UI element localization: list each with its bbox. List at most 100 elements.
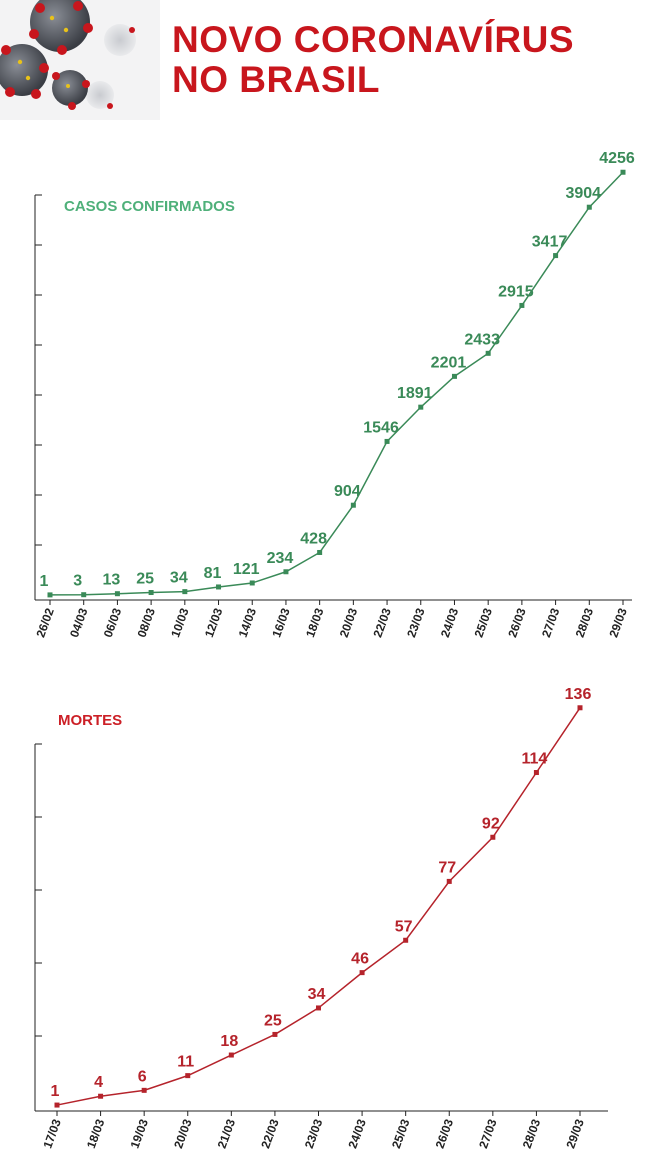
data-point	[418, 404, 424, 410]
x-tick-label: 25/03	[472, 606, 496, 639]
x-tick-label: 24/03	[345, 1117, 369, 1150]
x-tick-label: 24/03	[438, 606, 462, 639]
data-label: 34	[308, 986, 326, 1003]
data-label: 13	[103, 572, 121, 589]
x-tick-label: 27/03	[476, 1117, 500, 1150]
x-tick-label: 17/03	[40, 1117, 64, 1150]
data-point	[384, 438, 390, 444]
data-point	[47, 592, 53, 598]
data-point	[283, 569, 289, 575]
data-point	[249, 580, 255, 586]
data-label: 1546	[363, 419, 399, 436]
data-label: 1891	[397, 385, 433, 402]
data-label: 428	[300, 530, 327, 547]
x-tick-label: 28/03	[573, 606, 597, 639]
data-point	[98, 1093, 104, 1099]
data-point	[272, 1031, 278, 1037]
chart-title: CASOS CONFIRMADOS	[64, 198, 235, 215]
header: NOVO CORONAVÍRUS NO BRASIL	[0, 0, 652, 122]
page-title: NOVO CORONAVÍRUS NO BRASIL	[172, 20, 574, 100]
data-point	[577, 705, 583, 711]
x-tick-label: 04/03	[67, 606, 91, 639]
data-point	[403, 937, 409, 943]
x-tick-label: 10/03	[168, 606, 192, 639]
data-point	[317, 549, 323, 555]
series-line	[56, 707, 581, 1106]
x-tick-label: 19/03	[128, 1117, 152, 1150]
data-label: 25	[264, 1012, 282, 1029]
data-point	[141, 1087, 147, 1093]
data-point	[316, 1005, 321, 1011]
data-label: 121	[233, 561, 260, 578]
data-label: 77	[438, 859, 456, 876]
data-point	[182, 589, 188, 595]
deaths-chart: MORTES 17/03 1 18/03 4 19/03 6 20/03 11 21/03 18 22…	[34, 686, 608, 1150]
data-label: 46	[351, 951, 369, 968]
x-tick-label: 12/03	[202, 606, 226, 639]
data-label: 2433	[464, 331, 500, 348]
data-label: 3904	[565, 185, 601, 202]
x-tick-label: 20/03	[171, 1117, 195, 1150]
x-tick-label: 16/03	[269, 606, 293, 639]
x-tick-label: 28/03	[520, 1117, 544, 1150]
data-point	[490, 834, 496, 840]
x-tick-label: 29/03	[606, 606, 630, 639]
data-label: 81	[204, 565, 222, 582]
data-point	[216, 584, 222, 590]
data-label: 3	[73, 573, 82, 590]
data-point	[485, 350, 491, 356]
data-label: 4	[94, 1074, 103, 1091]
data-point	[81, 592, 87, 598]
x-tick-label: 23/03	[302, 1117, 326, 1150]
x-tick-label: 27/03	[539, 606, 563, 639]
x-tick-label: 25/03	[389, 1117, 413, 1150]
data-label: 3417	[532, 234, 568, 251]
x-tick-label: 08/03	[135, 606, 159, 639]
coronavirus-illustration	[0, 0, 160, 120]
cases-chart: CASOS CONFIRMADOS 26/02 1 04/03 3 06/03 13 08/0…	[33, 150, 635, 639]
data-point	[519, 302, 525, 308]
data-point	[228, 1052, 234, 1058]
x-tick-label: 14/03	[236, 606, 260, 639]
x-tick-label: 26/03	[433, 1117, 457, 1150]
data-point	[359, 970, 365, 976]
data-label: 904	[334, 483, 361, 500]
data-point	[114, 591, 120, 597]
x-tick-label: 23/03	[404, 606, 428, 639]
x-tick-label: 26/02	[33, 606, 57, 639]
data-label: 4256	[599, 150, 635, 167]
data-label: 136	[565, 686, 592, 703]
x-tick-label: 26/03	[505, 606, 529, 639]
data-point	[148, 590, 154, 596]
data-label: 6	[138, 1068, 147, 1085]
data-point	[553, 253, 559, 259]
data-label: 34	[170, 570, 188, 587]
data-point	[451, 373, 457, 379]
data-label: 1	[51, 1083, 60, 1100]
x-tick-label: 20/03	[337, 606, 361, 639]
x-tick-label: 22/03	[258, 1117, 282, 1150]
x-tick-label: 29/03	[563, 1117, 587, 1150]
data-label: 2201	[431, 354, 467, 371]
title-line-2: NO BRASIL	[172, 59, 380, 100]
data-point	[185, 1073, 191, 1079]
data-point	[586, 204, 592, 210]
data-label: 1	[40, 573, 49, 590]
data-point	[446, 878, 452, 884]
data-label: 18	[220, 1033, 238, 1050]
data-point	[54, 1102, 60, 1108]
title-line-1: NOVO CORONAVÍRUS	[172, 19, 575, 60]
data-point	[620, 169, 626, 175]
series-line	[49, 171, 624, 596]
data-label: 25	[136, 571, 154, 588]
x-tick-label: 18/03	[84, 1117, 108, 1150]
data-label: 11	[177, 1054, 194, 1071]
data-label: 92	[482, 815, 500, 832]
x-tick-label: 06/03	[101, 606, 125, 639]
data-label: 114	[522, 751, 548, 768]
x-tick-label: 22/03	[370, 606, 394, 639]
x-tick-label: 21/03	[215, 1117, 239, 1150]
chart-title: MORTES	[58, 712, 122, 729]
data-label: 2915	[498, 283, 534, 300]
x-tick-label: 18/03	[303, 606, 327, 639]
